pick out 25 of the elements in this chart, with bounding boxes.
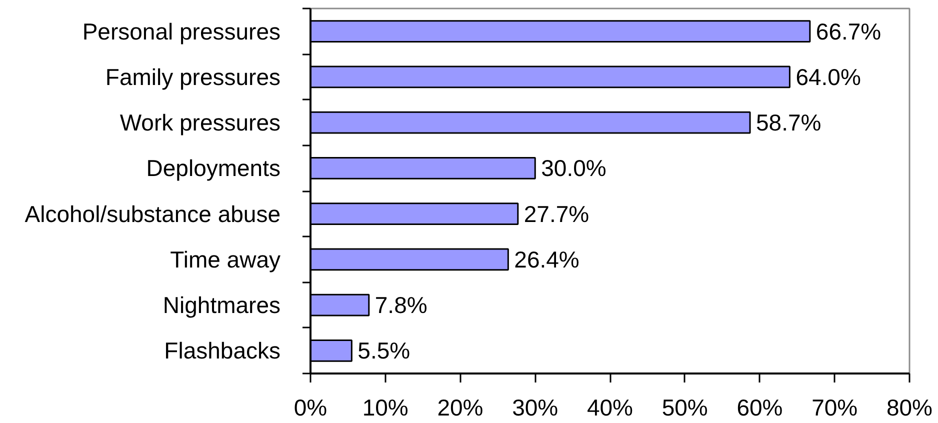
x-tick-label: 10%	[362, 394, 408, 420]
x-tick-label: 40%	[586, 394, 634, 420]
y-tick-label: Family pressures	[105, 64, 281, 90]
x-tick-label: 0%	[294, 394, 328, 420]
data-label: 5.5%	[358, 338, 410, 364]
y-tick-label: Nightmares	[162, 292, 281, 318]
data-label: 30.0%	[541, 155, 606, 182]
data-label: 58.7%	[756, 110, 822, 136]
y-tick-label: Alcohol/substance abuse	[24, 200, 281, 227]
x-tick-label: 80%	[886, 394, 933, 420]
x-tick-label: 60%	[736, 394, 783, 420]
x-tick-label: 30%	[512, 394, 558, 420]
x-tick-label: 50%	[662, 394, 708, 420]
data-label: 66.7%	[816, 18, 882, 44]
data-label: 64.0%	[796, 64, 861, 90]
x-tick-label: 70%	[812, 394, 858, 420]
data-label: 26.4%	[514, 246, 580, 272]
data-label: 7.8%	[374, 292, 428, 318]
data-label: 27.7%	[524, 200, 590, 227]
y-tick-label: Deployments	[146, 155, 281, 182]
x-tick-label: 20%	[437, 394, 484, 420]
y-tick-label: Work pressures	[120, 110, 281, 136]
y-tick-label: Time away	[170, 246, 281, 272]
y-tick-label: Personal pressures	[82, 18, 281, 44]
y-tick-label: Flashbacks	[164, 338, 281, 364]
